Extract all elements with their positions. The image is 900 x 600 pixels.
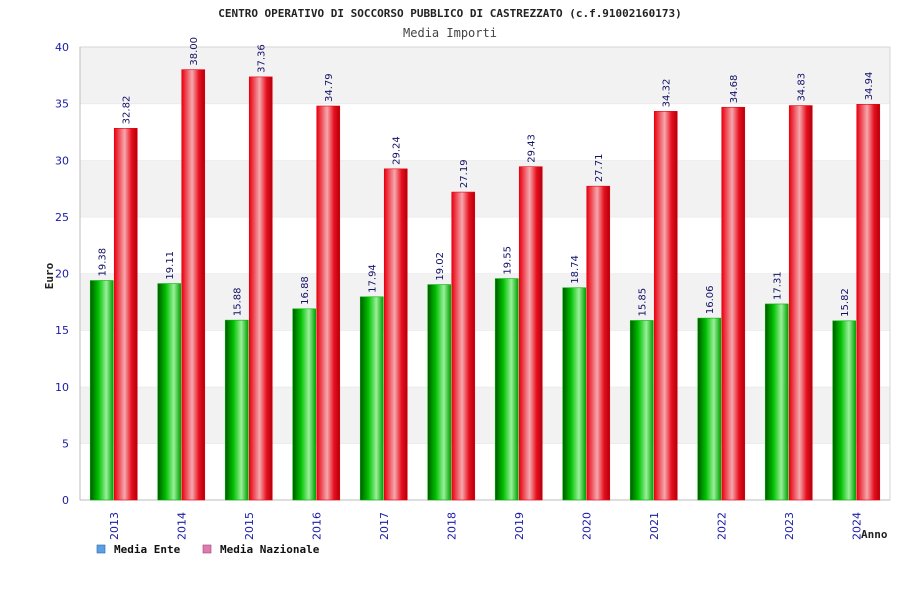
bar-media-ente [494,278,519,501]
x-axis-ticks: 2013 2014 2015 2016 2017 2018 2019 2020 2021 2022… [108,512,864,540]
x-tick-label: 2017 [378,512,391,540]
grid-band [80,386,890,444]
axes [79,46,891,501]
bar-media-nazionale [788,105,813,501]
bar-media-nazionale [316,105,341,501]
data-label: 34.94 [864,72,875,101]
x-axis-label: Anno [861,528,888,541]
data-label: 34.83 [797,73,808,102]
legend-label-media-ente: Media Ente [114,543,181,556]
bar-media-ente [89,280,114,501]
x-tick-label: 2015 [243,512,256,540]
bars [89,69,881,501]
x-tick-label: 2016 [310,512,323,540]
x-tick-label: 2020 [580,512,593,540]
grid-band [80,103,890,161]
y-axis-ticks: 0 5 10 15 20 25 30 35 40 [55,41,69,507]
x-tick-label: 2014 [175,512,188,540]
bar-media-nazionale [721,106,746,501]
grid-band [80,160,890,217]
data-label: 16.06 [705,285,716,314]
bar-media-ente [832,320,857,501]
grid-bands [80,46,890,500]
data-label: 19.38 [98,248,109,277]
bar-media-ente [764,303,789,501]
y-tick-label: 0 [62,494,69,507]
y-tick-label: 5 [62,437,69,450]
x-tick-label: 2023 [783,512,796,540]
bar-media-nazionale [856,104,881,501]
bar-media-ente [359,296,384,501]
data-label: 34.79 [324,73,335,102]
y-tick-label: 40 [55,41,69,54]
data-label: 15.85 [638,288,649,317]
bar-media-ente [562,287,587,501]
data-label: 16.88 [300,276,311,305]
data-label: 19.55 [503,246,514,275]
x-tick-label: 2021 [648,512,661,540]
y-tick-label: 15 [55,324,69,337]
data-label: 29.43 [527,134,538,163]
legend-swatch-media-ente [96,544,106,554]
bar-media-ente [427,284,452,501]
grid-band [80,47,890,104]
legend-label-media-nazionale: Media Nazionale [220,543,320,556]
data-label: 27.71 [594,154,605,183]
bar-media-nazionale [181,69,206,501]
data-label: 19.11 [165,251,176,280]
chart-subtitle: Media Importi [403,26,497,40]
data-labels: 19.38 32.82 19.11 38.00 15.88 37.36 16.88 34.79… [98,37,876,317]
data-label: 37.36 [257,44,268,73]
y-tick-label: 20 [55,268,69,281]
chart-title: CENTRO OPERATIVO DI SOCCORSO PUBBLICO DI… [218,7,682,20]
legend: Media Ente Media Nazionale [96,543,320,556]
legend-swatch-media-nazionale [202,544,212,554]
x-tick-label: 2018 [445,512,458,540]
bar-media-ente [224,319,249,501]
data-label: 17.31 [773,271,784,300]
bar-media-nazionale [113,128,138,501]
y-tick-label: 35 [55,98,69,111]
data-label: 15.82 [840,288,851,317]
x-tick-label: 2013 [108,512,121,540]
x-tick-label: 2024 [850,512,863,540]
grid-band [80,273,890,331]
data-label: 15.88 [233,288,244,317]
x-tick-label: 2019 [513,512,526,540]
bar-media-nazionale [383,168,408,501]
y-tick-label: 30 [55,154,69,167]
data-label: 19.02 [435,252,446,281]
data-label: 29.24 [392,136,403,165]
data-label: 34.68 [729,75,740,104]
bar-media-nazionale [586,185,611,501]
bar-media-nazionale [248,76,273,501]
data-label: 38.00 [189,37,200,66]
bar-media-ente [157,283,182,501]
y-tick-label: 25 [55,211,69,224]
grid-band [80,443,890,500]
bar-media-ente [697,317,722,501]
data-label: 34.32 [662,79,673,108]
bar-media-ente [292,308,317,501]
y-tick-label: 10 [55,381,69,394]
data-label: 18.74 [570,255,581,284]
bar-media-nazionale [518,166,543,501]
y-axis-label: Euro [43,262,56,289]
data-label: 17.94 [368,264,379,293]
bar-media-nazionale [451,191,476,501]
bar-media-nazionale [653,111,678,501]
bar-media-ente [629,320,654,501]
grid-band [80,330,890,387]
x-tick-label: 2022 [715,512,728,540]
grid-band [80,216,890,274]
data-label: 27.19 [459,159,470,188]
data-label: 32.82 [122,96,133,125]
